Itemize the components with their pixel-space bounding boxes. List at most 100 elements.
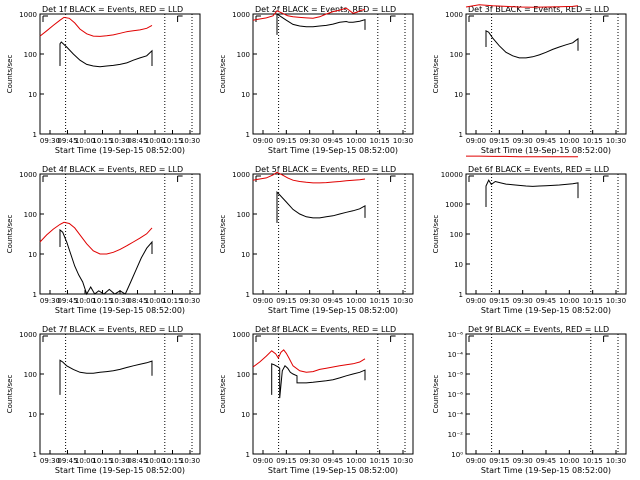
panel-8-xtick-label: 09:30 bbox=[300, 457, 320, 465]
panel-3-ytick-label: 10 bbox=[454, 91, 463, 99]
panel-7-xtick-label: 08:45 bbox=[127, 457, 147, 465]
panel-1-marker-mark bbox=[177, 15, 183, 22]
panel-9-xtick-label: 09:00 bbox=[466, 457, 486, 465]
panel-7-xlabel: Start Time (19-Sep-15 08:52:00) bbox=[55, 466, 185, 475]
panel-1-ytick-label: 1000 bbox=[19, 11, 37, 19]
panel-4-xtick-label: 10:15 bbox=[162, 297, 182, 305]
panel-4-marker-mark bbox=[177, 175, 183, 182]
panel-5-ytick-label: 100 bbox=[237, 211, 250, 219]
panel-1-xtick-label: 10:15 bbox=[92, 137, 112, 145]
panel-6-ytick-label: 10000 bbox=[441, 171, 463, 179]
panel-2-series-black-line bbox=[276, 13, 366, 35]
panel-8-ytick-label: 1 bbox=[246, 451, 250, 459]
panel-5-ytick-label: 10 bbox=[241, 251, 250, 259]
panel-2-series-red-line bbox=[252, 7, 366, 21]
panel-3-xtick-label: 10:15 bbox=[583, 137, 603, 145]
panel-9-ytick-label: 10⁻⁴ bbox=[448, 351, 464, 359]
panel-5-series-red-line bbox=[252, 171, 366, 184]
panel-6-xtick-label: 09:00 bbox=[466, 297, 486, 305]
panel-2-ytick-label: 10 bbox=[241, 91, 250, 99]
panel-6-ytick-label: 10 bbox=[454, 261, 463, 269]
panel-8-xtick-label: 09:15 bbox=[276, 457, 296, 465]
panel-4-xtick-label: 10:30 bbox=[110, 297, 130, 305]
panel-1-ytick-label: 10 bbox=[28, 91, 37, 99]
panel-8-xtick-label: 10:15 bbox=[370, 457, 390, 465]
panel-4-xtick-label: 10:00 bbox=[145, 297, 165, 305]
panel-6-frame bbox=[465, 173, 627, 295]
panel-5-ylabel: Counts/sec bbox=[219, 215, 227, 254]
panel-9-ytick-label: 10⁻⁶ bbox=[448, 391, 464, 399]
panel-6-xtick-label: 09:45 bbox=[536, 297, 556, 305]
panel-7-xtick-label: 10:00 bbox=[75, 457, 95, 465]
panel-4-frame bbox=[39, 173, 201, 295]
panel-8-xtick-label: 09:45 bbox=[323, 457, 343, 465]
panel-1-xtick-label: 09:45 bbox=[57, 137, 77, 145]
panel-2-xtick-label: 09:30 bbox=[300, 137, 320, 145]
panel-3-ytick-label: 100 bbox=[450, 51, 463, 59]
panel-7-xtick-label: 10:15 bbox=[162, 457, 182, 465]
panel-2-xtick-label: 09:00 bbox=[253, 137, 273, 145]
panel-9-ytick-label: 10⁻⁶ bbox=[448, 331, 464, 339]
panel-4-xtick-label: 09:30 bbox=[40, 297, 60, 305]
panel-7-xtick-label: 09:45 bbox=[57, 457, 77, 465]
panel-4-xtick-label: 08:45 bbox=[127, 297, 147, 305]
panel-8-xtick-label: 09:00 bbox=[253, 457, 273, 465]
panel-9-ytick-label: 10⁻⁴ bbox=[448, 411, 464, 419]
panel-6-ytick-label: 1000 bbox=[445, 201, 463, 209]
panel-8-series-red-line bbox=[252, 349, 366, 373]
panel-7-series-black-line bbox=[59, 359, 153, 395]
panel-3-xtick-label: 10:00 bbox=[559, 137, 579, 145]
panel-1-series-black-line bbox=[59, 41, 153, 68]
panel-2-xtick-label: 10:00 bbox=[346, 137, 366, 145]
panel-6-ytick-label: 100 bbox=[450, 231, 463, 239]
panel-6-xtick-label: 10:30 bbox=[606, 297, 626, 305]
panel-1-xlabel: Start Time (19-Sep-15 08:52:00) bbox=[55, 146, 185, 155]
panel-5-xtick-label: 09:30 bbox=[300, 297, 320, 305]
panel-8-xtick-label: 10:30 bbox=[393, 457, 413, 465]
panel-9-xlabel: Start Time (19-Sep-15 08:52:00) bbox=[481, 466, 611, 475]
panel-6-title: Det 6f BLACK = Events, RED = LLD bbox=[468, 165, 609, 174]
panel-7-ytick-label: 10 bbox=[28, 411, 37, 419]
panel-6-corner-mark bbox=[468, 175, 474, 182]
panel-2-xtick-label: 09:15 bbox=[276, 137, 296, 145]
panel-9-xtick-label: 09:45 bbox=[536, 457, 556, 465]
panel-8-marker-mark bbox=[390, 335, 396, 342]
panel-8-ytick-label: 10 bbox=[241, 411, 250, 419]
panel-7-xtick-label: 09:30 bbox=[40, 457, 60, 465]
panel-7-xtick-label: 10:30 bbox=[110, 457, 130, 465]
panel-3-ytick-label: 1000 bbox=[445, 11, 463, 19]
panel-2-xtick-label: 10:15 bbox=[370, 137, 390, 145]
panel-9-frame bbox=[465, 333, 627, 455]
panel-7-ytick-label: 1 bbox=[33, 451, 37, 459]
panel-3-xtick-label: 09:30 bbox=[513, 137, 533, 145]
panel-8-series-black-line bbox=[271, 363, 366, 399]
panel-7-ytick-label: 1000 bbox=[19, 331, 37, 339]
panel-6-ytick-label: 1 bbox=[459, 291, 463, 299]
panel-3-xtick-label: 10:30 bbox=[606, 137, 626, 145]
panel-1-xtick-label: 09:30 bbox=[40, 137, 60, 145]
panel-1-frame bbox=[39, 13, 201, 135]
panel-6-series-black-line bbox=[485, 179, 579, 207]
panel-6-ylabel: Counts/sec bbox=[432, 215, 440, 254]
panel-6-xtick-label: 10:00 bbox=[559, 297, 579, 305]
panel-3-xtick-label: 09:15 bbox=[489, 137, 509, 145]
panel-1-ytick-label: 100 bbox=[24, 51, 37, 59]
panel-7-frame bbox=[39, 333, 201, 455]
panel-5-xtick-label: 10:15 bbox=[370, 297, 390, 305]
panel-7-xtick-label: 10:00 bbox=[145, 457, 165, 465]
panel-7-xtick-label: 10:30 bbox=[180, 457, 200, 465]
panel-2-ytick-label: 1 bbox=[246, 131, 250, 139]
panel-5-xtick-label: 09:45 bbox=[323, 297, 343, 305]
panel-9-title: Det 9f BLACK = Events, RED = LLD bbox=[468, 325, 609, 334]
panel-3-ylabel: Counts/sec bbox=[432, 55, 440, 94]
panel-2-xlabel: Start Time (19-Sep-15 08:52:00) bbox=[268, 146, 398, 155]
panel-5-corner-mark bbox=[255, 175, 261, 182]
panel-1-xtick-label: 08:45 bbox=[127, 137, 147, 145]
panel-2-ylabel: Counts/sec bbox=[219, 55, 227, 94]
panel-4-corner-mark bbox=[42, 175, 48, 182]
panel-1-xtick-label: 10:00 bbox=[145, 137, 165, 145]
panel-9-corner-mark bbox=[468, 335, 474, 342]
panel-7-xtick-label: 10:15 bbox=[92, 457, 112, 465]
panel-7-title: Det 7f BLACK = Events, RED = LLD bbox=[42, 325, 183, 334]
